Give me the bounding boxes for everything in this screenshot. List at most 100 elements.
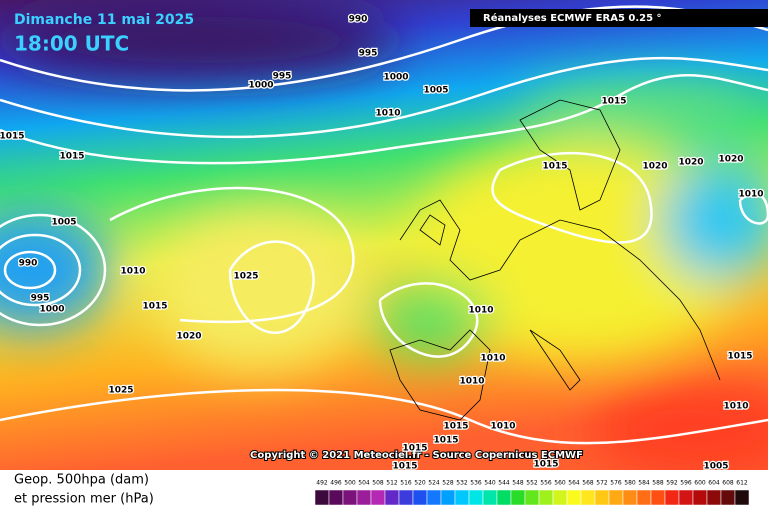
colorbar-label: 500 — [344, 480, 356, 487]
isobar-label: 1005 — [703, 462, 728, 472]
colorbar-swatch — [580, 489, 596, 506]
colorbar-label: 524 — [428, 480, 440, 487]
isobar-label: 1020 — [678, 158, 703, 168]
isobar-label: 1015 — [533, 460, 558, 470]
isobar-label: 995 — [273, 72, 292, 82]
isobar-label: 1010 — [723, 402, 748, 412]
colorbar-label: 608 — [722, 480, 734, 487]
isobar-label: 1015 — [142, 302, 167, 312]
isobar-label: 995 — [31, 294, 50, 304]
colorbar-label: 560 — [554, 480, 566, 487]
isobar-label: 1015 — [542, 162, 567, 172]
colorbar-swatch — [342, 489, 358, 506]
isobar-labels: 9909959951000100010051010101510151015101… — [0, 13, 765, 473]
isobar-label: 1010 — [468, 306, 493, 316]
colorbar-label: 528 — [442, 480, 454, 487]
isobar-label: 1005 — [423, 86, 448, 96]
isobar-label: 1015 — [433, 436, 458, 446]
colorbar-swatch — [328, 489, 344, 506]
colorbar-swatch — [650, 489, 666, 506]
colorbar-swatch — [370, 489, 386, 506]
colorbar-label: 516 — [400, 480, 412, 487]
isobar-label: 1015 — [402, 444, 427, 454]
isobar-label: 990 — [19, 259, 38, 269]
colorbar-swatch — [398, 489, 414, 506]
colorbar-swatch — [426, 489, 442, 506]
source-label: Réanalyses ECMWF ERA5 0.25 ° — [483, 12, 662, 24]
isobar-label: 1020 — [718, 155, 743, 165]
colorbar-label: 556 — [540, 480, 552, 487]
colorbar-swatch — [608, 489, 624, 506]
isobar-label: 1015 — [59, 152, 84, 162]
source-box — [470, 9, 768, 27]
colorbar-label: 596 — [680, 480, 692, 487]
colorbar-swatch — [552, 489, 568, 506]
colorbar-swatch — [720, 489, 736, 506]
colorbar-swatch — [412, 489, 428, 506]
colorbar-swatch — [314, 489, 330, 506]
isobar-label: 1020 — [642, 162, 667, 172]
colorbar-label: 592 — [666, 480, 678, 487]
isobar-label: 1010 — [120, 267, 145, 277]
isobar-label: 1015 — [601, 97, 626, 107]
isobar-label: 1010 — [375, 109, 400, 119]
colorbar-swatch — [664, 489, 680, 506]
colorbar: 492 496 500 504 508 512 516 520 524 528 532 536 540 5… — [314, 480, 750, 506]
colorbar-swatch — [510, 489, 526, 506]
isobar-label: 1000 — [383, 73, 408, 83]
isobars — [0, 5, 768, 445]
colorbar-swatch — [706, 489, 722, 506]
colorbar-swatch — [440, 489, 456, 506]
colorbar-label: 540 — [484, 480, 496, 487]
colorbar-swatch — [594, 489, 610, 506]
colorbar-label: 572 — [596, 480, 608, 487]
isobar-label: 1010 — [490, 422, 515, 432]
time-label: 18:00 UTC — [14, 32, 129, 56]
isobar-label: 1010 — [738, 190, 763, 200]
colorbar-label: 504 — [358, 480, 370, 487]
isobar-label: 995 — [359, 49, 378, 59]
colorbar-swatch — [468, 489, 484, 506]
colorbar-label: 532 — [456, 480, 468, 487]
isobar-label: 990 — [349, 15, 368, 25]
isobar-label: 1015 — [727, 352, 752, 362]
isobar-label: 1025 — [108, 386, 133, 396]
colorbar-label: 552 — [526, 480, 538, 487]
colorbar-swatch — [384, 489, 400, 506]
coastlines — [389, 99, 721, 421]
isobar-label: 1000 — [248, 81, 273, 91]
colorbar-swatch — [692, 489, 708, 506]
colorbar-label: 604 — [708, 480, 720, 487]
colorbar-label: 512 — [386, 480, 398, 487]
colorbar-swatch — [734, 489, 750, 506]
colorbar-swatch — [678, 489, 694, 506]
colorbar-swatch — [622, 489, 638, 506]
colorbar-label: 568 — [582, 480, 594, 487]
colorbar-swatch — [538, 489, 554, 506]
colorbar-label: 564 — [568, 480, 580, 487]
isobar-label: 1015 — [443, 422, 468, 432]
colorbar-label: 588 — [652, 480, 664, 487]
colorbar-label: 496 — [330, 480, 342, 487]
colorbar-label: 580 — [624, 480, 636, 487]
colorbar-swatch — [636, 489, 652, 506]
isobar-label: 1000 — [39, 305, 64, 315]
date-label: Dimanche 11 mai 2025 — [14, 12, 194, 28]
isobar-label: 1010 — [480, 354, 505, 364]
colorbar-label: 492 — [316, 480, 328, 487]
colorbar-label: 600 — [694, 480, 706, 487]
colorbar-label: 520 — [414, 480, 426, 487]
isobar-label: 1020 — [176, 332, 201, 342]
colorbar-swatch — [454, 489, 470, 506]
isobar-label: 1015 — [0, 132, 25, 142]
colorbar-swatch — [524, 489, 540, 506]
colorbar-label: 536 — [470, 480, 482, 487]
colorbar-label: 548 — [512, 480, 524, 487]
colorbar-label: 576 — [610, 480, 622, 487]
legend-title: et pression mer (hPa) — [14, 492, 154, 507]
colorbar-swatch — [482, 489, 498, 506]
isobar-label: 1005 — [51, 218, 76, 228]
colorbar-swatch — [496, 489, 512, 506]
colorbar-label: 584 — [638, 480, 650, 487]
